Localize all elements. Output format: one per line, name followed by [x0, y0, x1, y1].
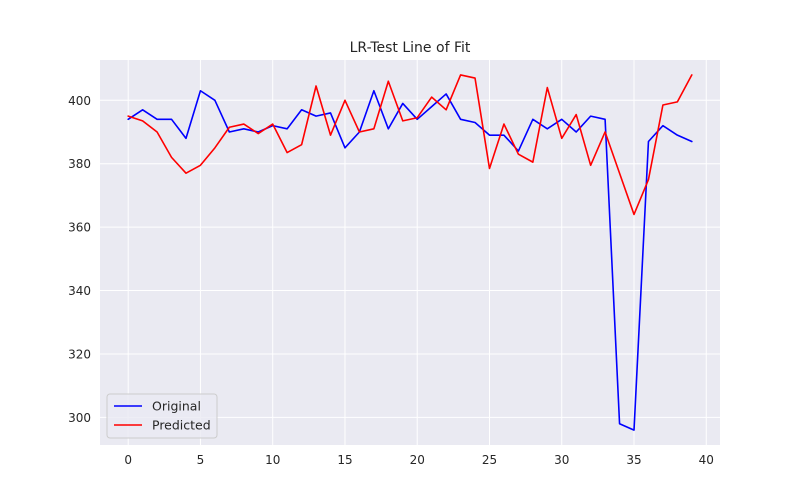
x-tick-label: 0	[124, 453, 132, 467]
x-tick-label: 40	[699, 453, 714, 467]
y-tick-label: 340	[68, 284, 91, 298]
x-tick-label: 30	[554, 453, 569, 467]
x-tick-label: 35	[626, 453, 641, 467]
y-gridlines	[100, 99, 720, 418]
y-tick-label: 400	[68, 94, 91, 108]
series-line-original	[127, 89, 693, 431]
legend: Original Predicted	[106, 393, 218, 439]
series-lines	[127, 74, 693, 431]
y-tick-labels: 300 320 340 360 380 400	[68, 94, 91, 425]
y-tick-label: 320	[68, 347, 91, 361]
x-tick-label: 10	[265, 453, 280, 467]
x-tick-label: 5	[197, 453, 205, 467]
legend-box	[106, 393, 218, 439]
x-tick-labels: 0 5 10 15 20 25 30 35 40	[124, 453, 714, 467]
x-tick-label: 25	[482, 453, 497, 467]
y-tick-label: 380	[68, 157, 91, 171]
legend-label-predicted: Predicted	[152, 418, 211, 433]
chart-title: LR-Test Line of Fit	[350, 40, 471, 56]
series-line-predicted	[127, 74, 693, 216]
y-tick-label: 300	[68, 411, 91, 425]
x-tick-label: 15	[337, 453, 352, 467]
x-gridlines	[127, 60, 707, 445]
plot-area	[100, 60, 720, 445]
legend-label-original: Original	[152, 399, 201, 414]
y-tick-label: 360	[68, 221, 91, 235]
x-tick-label: 20	[410, 453, 425, 467]
